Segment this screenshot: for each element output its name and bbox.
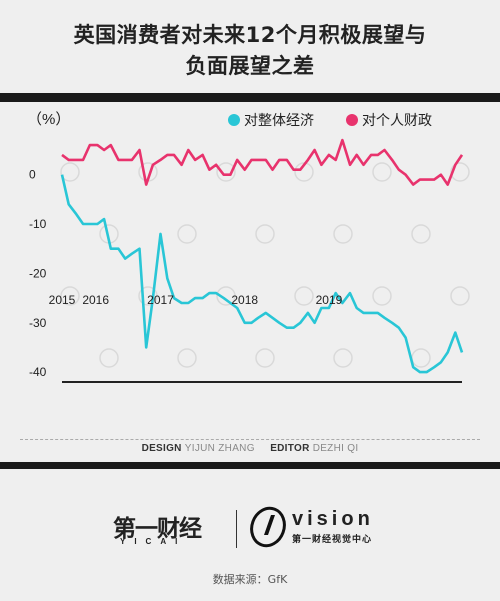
line-chart: （%） 对整体经济 对个人财政 0-10-20-30-40 2015 2016 20… [27, 111, 470, 383]
y-tick-label: -30 [29, 316, 47, 330]
x-tick-label: 2018 [231, 293, 258, 307]
y-tick-label: -20 [29, 266, 47, 280]
data-source: 数据来源：GfK [212, 573, 288, 586]
x-tick-label: 2017 [147, 293, 174, 307]
x-axis: 2015 2016 2017 2018 2019 [49, 293, 343, 307]
designer-name: YIJUN ZHANG [184, 443, 255, 454]
logo-divider [236, 510, 237, 548]
y-tick-label: 0 [29, 168, 36, 182]
y-axis: 0 -10 -20 -30 -40 [29, 168, 47, 379]
yicai-logo-text: 第一财经 [113, 516, 202, 542]
top-divider [0, 93, 500, 102]
credits: DESIGN YIJUN ZHANG EDITOR DEZHI QI [0, 443, 500, 454]
vision-logo-text: vision [292, 508, 374, 530]
bottom-divider [0, 462, 500, 469]
series-lines [60, 138, 464, 374]
title-line-1: 英国消费者对未来12个月积极展望与 [73, 23, 427, 47]
y-tick-label: -10 [29, 217, 47, 231]
y-axis-unit-label: （%） [27, 111, 70, 128]
legend-label-personal: 对个人财政 [362, 113, 432, 129]
vision-logo-icon [250, 506, 286, 548]
editor-name: DEZHI QI [312, 443, 359, 454]
vision-logo-subtext: 第一财经视觉中心 [292, 535, 373, 545]
legend: 对整体经济 对个人财政 [228, 113, 432, 129]
series-line-economy [60, 174, 464, 374]
watermark-pattern [60, 162, 470, 368]
design-label: DESIGN [141, 443, 182, 454]
x-tick-label: 2016 [82, 293, 109, 307]
y-tick-label: -40 [29, 365, 47, 379]
editor-label: EDITOR [270, 443, 310, 454]
footer-separator [20, 439, 480, 440]
chart-title: 英国消费者对未来12个月积极展望与 负面展望之差 [0, 20, 500, 82]
legend-marker-economy [228, 114, 240, 126]
series-line-personal [61, 138, 464, 186]
title-line-2: 负面展望之差 [185, 54, 315, 78]
x-tick-label: 2019 [316, 293, 343, 307]
yicai-logo-subtext: YICAI [120, 537, 187, 546]
x-tick-label: 2015 [49, 293, 76, 307]
legend-marker-personal [346, 114, 358, 126]
legend-label-economy: 对整体经济 [244, 113, 314, 129]
